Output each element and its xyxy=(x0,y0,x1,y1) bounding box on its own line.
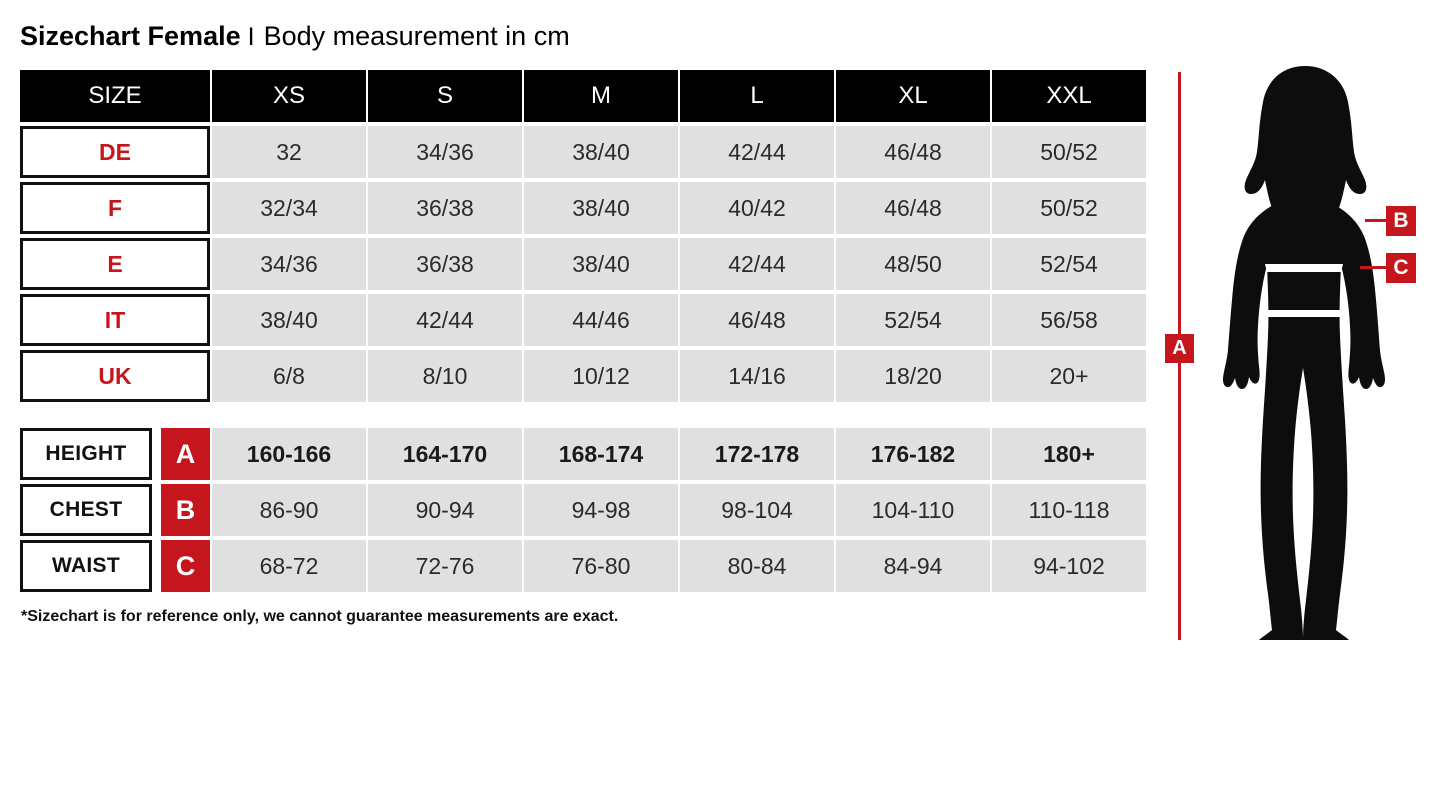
cell-e-m: 38/40 xyxy=(524,238,678,290)
cell-uk-xl: 18/20 xyxy=(836,350,990,402)
table-row: WAIST C 68-72 72-76 76-80 80-84 84-94 94… xyxy=(20,540,1158,592)
row-label-text: E xyxy=(20,238,210,290)
cell-waist-s: 72-76 xyxy=(368,540,522,592)
row-label-height: HEIGHT A xyxy=(20,428,210,480)
header-cell-xl: XL xyxy=(836,70,990,122)
table-row: HEIGHT A 160-166 164-170 168-174 172-178… xyxy=(20,428,1158,480)
row-label-chest: CHEST B xyxy=(20,484,210,536)
row-label-it: IT xyxy=(20,294,210,346)
table-row: CHEST B 86-90 90-94 94-98 98-104 104-110… xyxy=(20,484,1158,536)
page-title: Sizechart Female I Body measurement in cm xyxy=(20,19,570,54)
cell-waist-l: 80-84 xyxy=(680,540,834,592)
cell-chest-s: 90-94 xyxy=(368,484,522,536)
cell-f-l: 40/42 xyxy=(680,182,834,234)
row-label-f: F xyxy=(20,182,210,234)
cell-it-xxl: 56/58 xyxy=(992,294,1146,346)
female-body-silhouette-icon xyxy=(1223,66,1385,640)
page-title-main: Sizechart Female xyxy=(20,21,241,51)
table-row: F 32/34 36/38 38/40 40/42 46/48 50/52 xyxy=(20,182,1158,234)
cell-e-s: 36/38 xyxy=(368,238,522,290)
row-label-de: DE xyxy=(20,126,210,178)
badge-b: B xyxy=(161,484,210,536)
cell-e-xxl: 52/54 xyxy=(992,238,1146,290)
cell-waist-xxl: 94-102 xyxy=(992,540,1146,592)
cell-height-s: 164-170 xyxy=(368,428,522,480)
cell-waist-xs: 68-72 xyxy=(212,540,366,592)
row-label-text: UK xyxy=(20,350,210,402)
page-title-subtitle: Body measurement in cm xyxy=(263,21,570,51)
cell-height-m: 168-174 xyxy=(524,428,678,480)
table-row: E 34/36 36/38 38/40 42/44 48/50 52/54 xyxy=(20,238,1158,290)
row-label-waist: WAIST C xyxy=(20,540,210,592)
cell-chest-m: 94-98 xyxy=(524,484,678,536)
row-label-text: WAIST xyxy=(20,540,152,592)
cell-uk-xs: 6/8 xyxy=(212,350,366,402)
cell-it-l: 46/48 xyxy=(680,294,834,346)
footnote-disclaimer: *Sizechart is for reference only, we can… xyxy=(21,608,619,625)
waist-leader-line xyxy=(1360,266,1386,269)
header-cell-m: M xyxy=(524,70,678,122)
row-label-text: IT xyxy=(20,294,210,346)
header-cell-xxl: XXL xyxy=(992,70,1146,122)
row-label-text: F xyxy=(20,182,210,234)
cell-chest-xxl: 110-118 xyxy=(992,484,1146,536)
cell-e-xl: 48/50 xyxy=(836,238,990,290)
cell-waist-m: 76-80 xyxy=(524,540,678,592)
cell-de-xxl: 50/52 xyxy=(992,126,1146,178)
cell-f-s: 36/38 xyxy=(368,182,522,234)
table-row: DE 32 34/36 38/40 42/44 46/48 50/52 xyxy=(20,126,1158,178)
cell-f-m: 38/40 xyxy=(524,182,678,234)
header-cell-l: L xyxy=(680,70,834,122)
table-row: UK 6/8 8/10 10/12 14/16 18/20 20+ xyxy=(20,350,1158,402)
cell-it-xl: 52/54 xyxy=(836,294,990,346)
page-title-separator: I xyxy=(247,23,255,51)
cell-e-xs: 34/36 xyxy=(212,238,366,290)
row-label-text: CHEST xyxy=(20,484,152,536)
cell-f-xl: 46/48 xyxy=(836,182,990,234)
cell-height-xxl: 180+ xyxy=(992,428,1146,480)
cell-e-l: 42/44 xyxy=(680,238,834,290)
cell-uk-xxl: 20+ xyxy=(992,350,1146,402)
cell-it-m: 44/46 xyxy=(524,294,678,346)
header-cell-xs: XS xyxy=(212,70,366,122)
cell-de-xl: 46/48 xyxy=(836,126,990,178)
header-cell-size: SIZE xyxy=(20,70,210,122)
cell-de-s: 34/36 xyxy=(368,126,522,178)
table-header-row: SIZE XS S M L XL XXL xyxy=(20,70,1158,122)
cell-de-l: 42/44 xyxy=(680,126,834,178)
cell-it-s: 42/44 xyxy=(368,294,522,346)
cell-chest-l: 98-104 xyxy=(680,484,834,536)
row-label-text: HEIGHT xyxy=(20,428,152,480)
body-figure: A B C xyxy=(1160,60,1441,640)
row-label-e: E xyxy=(20,238,210,290)
cell-uk-m: 10/12 xyxy=(524,350,678,402)
cell-height-l: 172-178 xyxy=(680,428,834,480)
header-cell-s: S xyxy=(368,70,522,122)
table-row: IT 38/40 42/44 44/46 46/48 52/54 56/58 xyxy=(20,294,1158,346)
badge-c: C xyxy=(161,540,210,592)
row-label-text: DE xyxy=(20,126,210,178)
cell-height-xs: 160-166 xyxy=(212,428,366,480)
cell-de-m: 38/40 xyxy=(524,126,678,178)
chest-leader-line xyxy=(1365,219,1387,222)
badge-b-marker: B xyxy=(1386,206,1416,236)
cell-height-xl: 176-182 xyxy=(836,428,990,480)
cell-uk-s: 8/10 xyxy=(368,350,522,402)
cell-f-xxl: 50/52 xyxy=(992,182,1146,234)
cell-chest-xs: 86-90 xyxy=(212,484,366,536)
row-label-uk: UK xyxy=(20,350,210,402)
cell-chest-xl: 104-110 xyxy=(836,484,990,536)
cell-uk-l: 14/16 xyxy=(680,350,834,402)
cell-de-xs: 32 xyxy=(212,126,366,178)
badge-c-marker: C xyxy=(1386,253,1416,283)
cell-f-xs: 32/34 xyxy=(212,182,366,234)
badge-a: A xyxy=(161,428,210,480)
sizechart-table: SIZE XS S M L XL XXL DE 32 34/36 38/40 4… xyxy=(20,70,1158,596)
cell-it-xs: 38/40 xyxy=(212,294,366,346)
badge-a-marker: A xyxy=(1165,334,1194,363)
cell-waist-xl: 84-94 xyxy=(836,540,990,592)
